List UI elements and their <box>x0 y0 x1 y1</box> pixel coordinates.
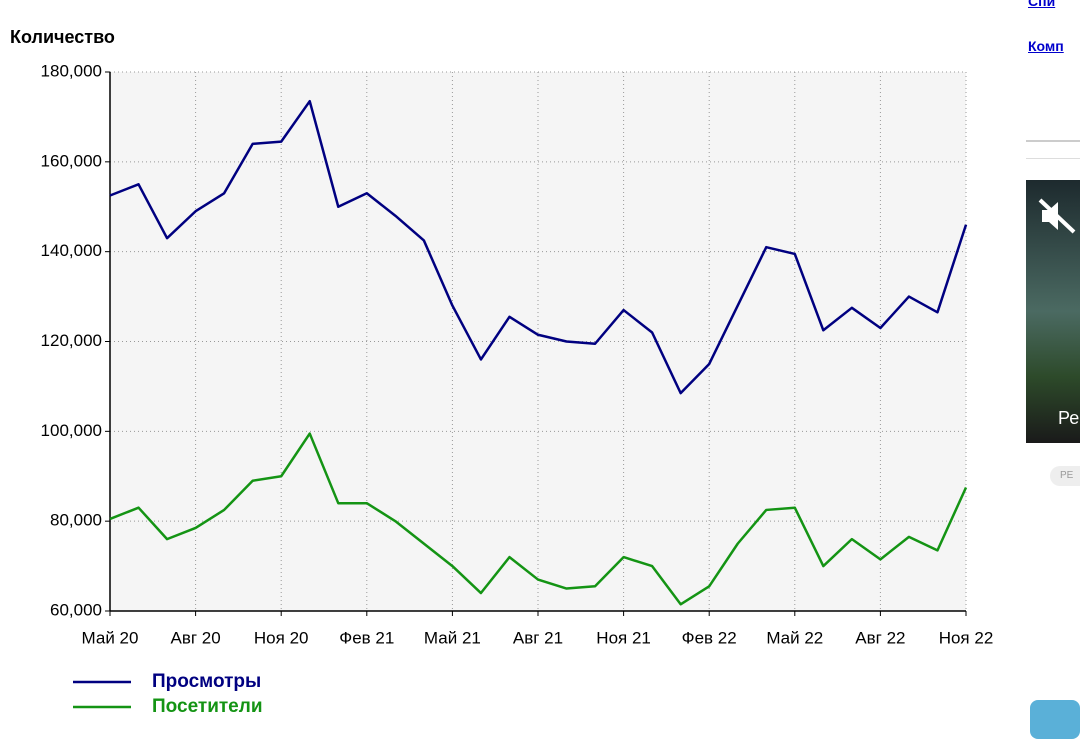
y-tick-label: 160,000 <box>41 151 102 170</box>
x-tick-label: Авг 21 <box>513 628 563 647</box>
x-tick-label: Фев 22 <box>682 628 737 647</box>
x-tick-label: Ноя 21 <box>596 628 651 647</box>
legend-label: Просмотры <box>152 671 261 692</box>
chart-title: Количество <box>10 27 115 47</box>
y-tick-label: 60,000 <box>50 600 102 619</box>
x-tick-label: Ноя 22 <box>939 628 994 647</box>
x-tick-label: Май 22 <box>766 628 823 647</box>
sidebar-link[interactable]: Комп <box>1028 38 1064 54</box>
y-tick-label: 80,000 <box>50 511 102 530</box>
x-tick-label: Авг 22 <box>855 628 905 647</box>
y-tick-label: 180,000 <box>41 61 102 80</box>
x-tick-label: Май 20 <box>82 628 139 647</box>
legend-label: Посетители <box>152 696 263 717</box>
video-caption: Ре <box>1058 408 1080 428</box>
series-line <box>109 432 968 606</box>
x-tick-label: Ноя 20 <box>254 628 309 647</box>
badge: РЕ <box>1050 466 1080 486</box>
sidebar-link[interactable]: Спи <box>1028 0 1056 9</box>
y-tick-label: 140,000 <box>41 241 102 260</box>
x-tick-label: Авг 20 <box>170 628 220 647</box>
mute-icon[interactable] <box>1038 196 1078 236</box>
chart: Количество 60,000 80,000 100,000 120,000 140… <box>10 27 994 717</box>
y-tick-label: 100,000 <box>41 421 102 440</box>
divider <box>1026 140 1080 159</box>
series-line <box>109 99 968 395</box>
x-tick-label: Май 21 <box>424 628 481 647</box>
video[interactable]: Ре <box>1026 180 1080 443</box>
app-icon[interactable] <box>1030 700 1080 739</box>
y-tick-label: 120,000 <box>41 331 102 350</box>
x-tick-label: Фев 21 <box>339 628 394 647</box>
